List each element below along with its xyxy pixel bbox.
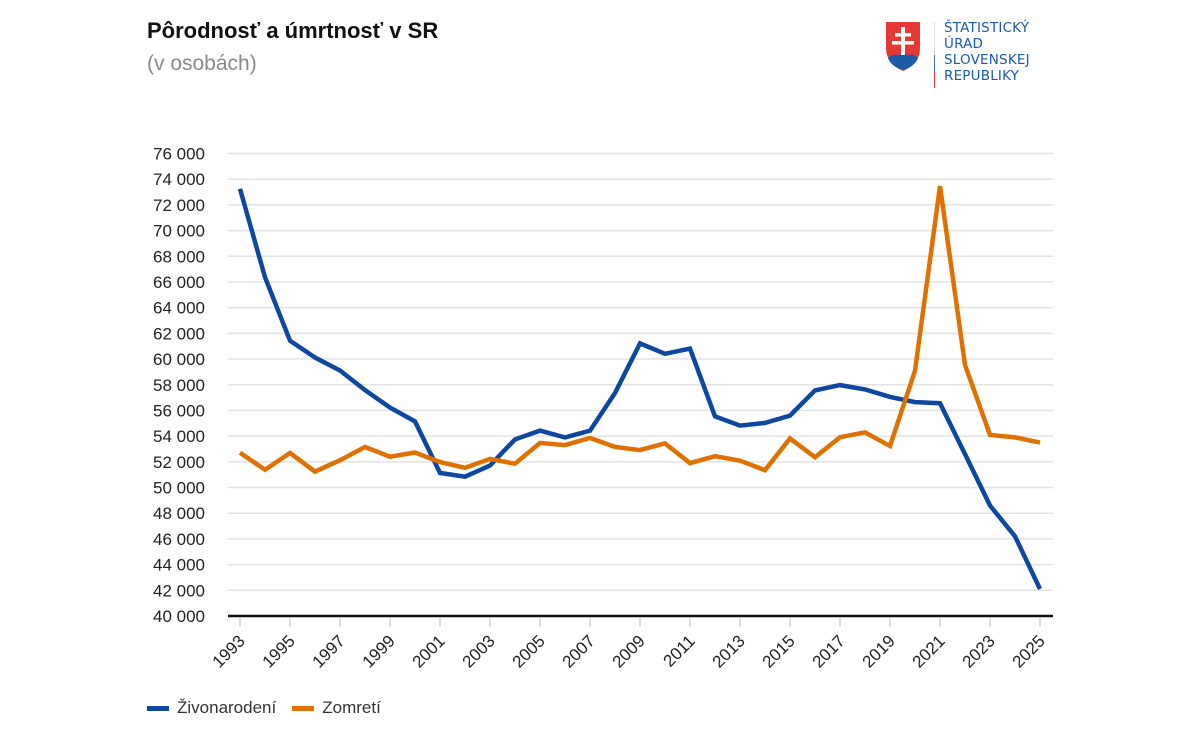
x-tick-label: 2021 [909, 631, 949, 671]
y-tick-label: 74 000 [153, 170, 205, 189]
y-tick-label: 76 000 [153, 145, 205, 164]
y-tick-label: 44 000 [153, 556, 205, 575]
x-tick-label: 2015 [759, 631, 799, 671]
legend-swatch-zivonarodeni [147, 705, 169, 711]
x-tick-label: 1997 [309, 631, 349, 671]
y-tick-label: 52 000 [153, 453, 205, 472]
y-tick-label: 64 000 [153, 299, 205, 318]
line-chart: 40 000 42 000 44 000 46 000 48 000 50 000 52 0… [153, 145, 1053, 672]
y-tick-label: 40 000 [153, 607, 205, 626]
series-line-zivonarodeni [237, 188, 1043, 590]
logo-line: REPUBLIKY [944, 68, 1020, 84]
x-tick-label: 2009 [609, 631, 649, 671]
y-tick-label: 72 000 [153, 196, 205, 215]
x-tick-label: 1995 [259, 631, 299, 671]
x-axis-ticks: 1993 1995 1997 1999 2001 2003 2005 2007 2009 2011… [209, 618, 1049, 672]
x-tick-label: 2005 [509, 631, 549, 671]
x-tick-label: 2023 [959, 631, 999, 671]
x-tick-label: 1993 [209, 631, 249, 671]
y-tick-label: 54 000 [153, 427, 205, 446]
legend-item-zomreti[interactable]: Zomretí [292, 698, 381, 718]
y-tick-label: 62 000 [153, 324, 205, 343]
statistical-office-logo: ŠTATISTICKÝ ÚRAD SLOVENSKEJ REPUBLIKY [884, 18, 1074, 94]
x-tick-label: 2003 [459, 631, 499, 671]
x-tick-label: 2025 [1009, 631, 1049, 671]
x-tick-label: 2019 [859, 631, 899, 671]
logo-line: ŠTATISTICKÝ [944, 20, 1030, 36]
x-tick-label: 1999 [359, 631, 399, 671]
chart-subtitle: (v osobách) [147, 52, 257, 75]
legend-label: Zomretí [322, 698, 381, 717]
logo-separator [934, 22, 935, 88]
y-tick-label: 48 000 [153, 504, 205, 523]
legend-item-zivonarodeni[interactable]: Živonarodení [147, 698, 276, 718]
x-tick-label: 2017 [809, 631, 849, 671]
legend: Živonarodení Zomretí [147, 698, 397, 718]
series-lines [237, 185, 1043, 590]
y-tick-label: 46 000 [153, 530, 205, 549]
y-tick-label: 60 000 [153, 350, 205, 369]
x-tick-label: 2007 [559, 631, 599, 671]
x-tick-label: 2001 [409, 631, 449, 671]
logo-line: SLOVENSKEJ [944, 52, 1030, 68]
y-tick-label: 42 000 [153, 581, 205, 600]
logo-text: ŠTATISTICKÝ ÚRAD SLOVENSKEJ REPUBLIKY [944, 20, 1030, 84]
gridlines [228, 152, 1053, 592]
y-axis-tick-labels: 40 000 42 000 44 000 46 000 48 000 50 000 52 0… [153, 145, 205, 627]
y-tick-label: 70 000 [153, 222, 205, 241]
chart-title: Pôrodnosť a úmrtnosť v SR [147, 18, 439, 43]
y-tick-label: 50 000 [153, 479, 205, 498]
series-line-zomreti [238, 185, 1041, 475]
legend-label: Živonarodení [177, 698, 277, 717]
y-tick-label: 56 000 [153, 401, 205, 420]
y-tick-label: 68 000 [153, 247, 205, 266]
y-tick-label: 66 000 [153, 273, 205, 292]
slovak-coat-of-arms-icon [886, 22, 920, 71]
y-tick-label: 58 000 [153, 376, 205, 395]
x-tick-label: 2013 [709, 631, 749, 671]
x-tick-label: 2011 [660, 631, 699, 670]
logo-line: ÚRAD [944, 36, 984, 52]
legend-swatch-zomreti [292, 705, 315, 711]
